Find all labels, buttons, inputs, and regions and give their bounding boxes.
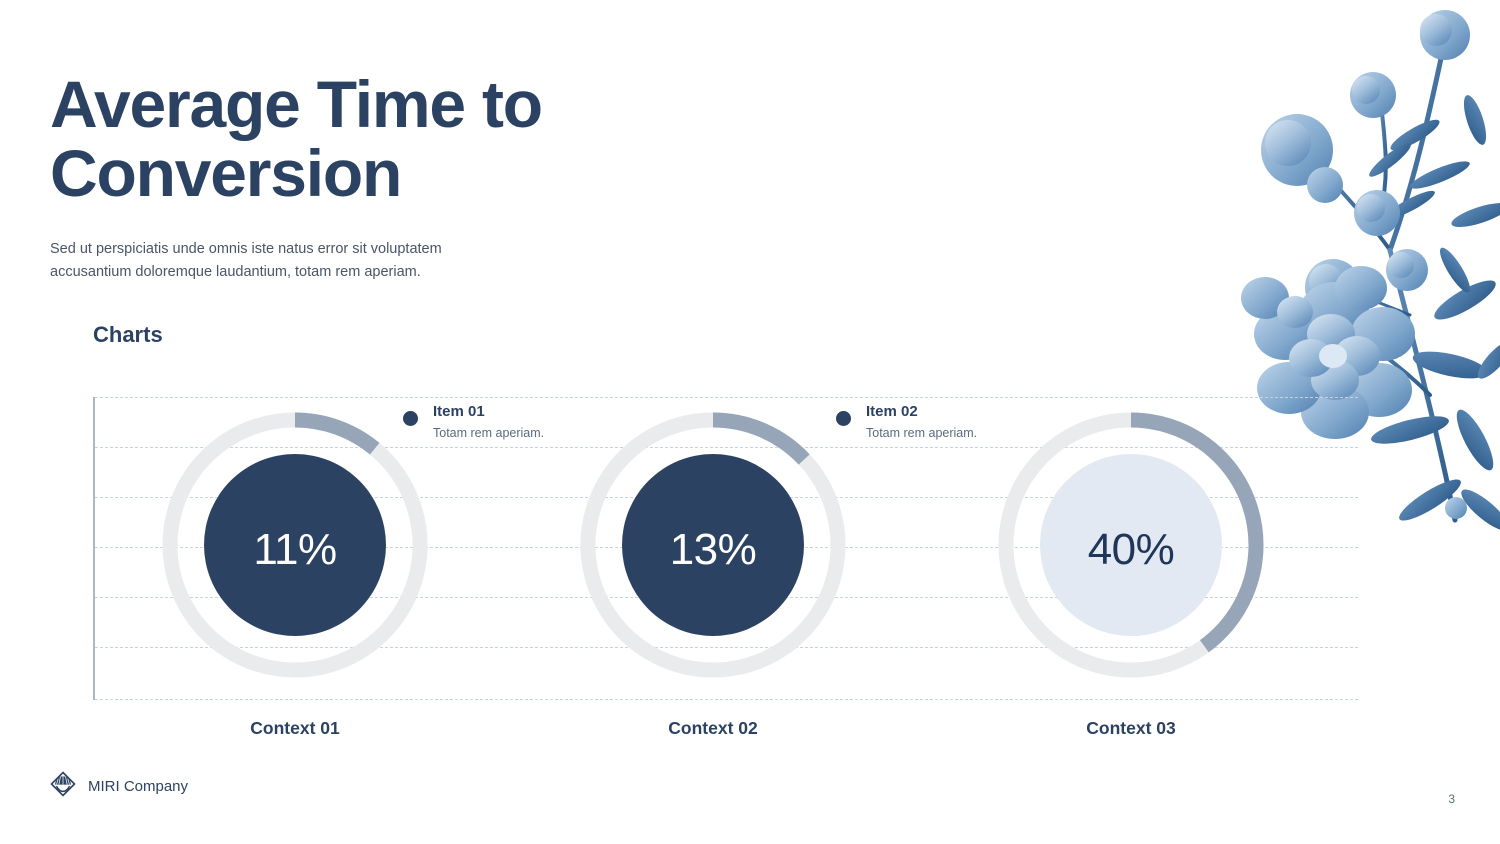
page-number: 3 <box>1448 792 1455 806</box>
donut-chart-group: 11% 13% 40% <box>93 395 1358 705</box>
page-title: Average Time to Conversion <box>50 67 543 210</box>
donut-value-02: 13% <box>669 525 757 574</box>
donut-value-01: 11% <box>253 525 337 574</box>
chart-gridline <box>95 699 1358 700</box>
legend-item-subtitle: Totam rem aperiam. <box>866 425 978 440</box>
legend-item-01[interactable]: Item 01 Totam rem aperiam. <box>403 402 653 441</box>
donut-value-03: 40% <box>1087 525 1175 574</box>
chart-gridline <box>95 397 1358 398</box>
donut-chart-context-03[interactable]: 40% <box>986 395 1276 705</box>
donut-ring-01 <box>150 400 440 690</box>
chart-gridline <box>95 447 1358 448</box>
footer-brand: MIRI Company <box>50 771 188 802</box>
brand-name: MIRI Company <box>88 778 189 795</box>
page-subtitle: Sed ut perspiciatis unde omnis iste natu… <box>50 241 442 281</box>
section-label: Charts <box>93 322 163 347</box>
shell-diamond-logo-icon <box>50 771 76 802</box>
donut-chart-context-01[interactable]: 11% <box>150 395 440 705</box>
legend-item-02[interactable]: Item 02 Totam rem aperiam. <box>836 402 1086 441</box>
chart-y-axis <box>93 397 95 700</box>
context-label-02: Context 02 <box>668 718 758 738</box>
donut-ring-03 <box>986 400 1276 690</box>
legend-item-title: Item 01 <box>433 403 485 420</box>
chart-gridline <box>95 647 1358 648</box>
legend-item-subtitle: Totam rem aperiam. <box>433 425 545 440</box>
context-label-03: Context 03 <box>1086 718 1176 738</box>
context-label-01: Context 01 <box>250 718 340 738</box>
legend-dot-icon <box>836 411 851 426</box>
legend-item-title: Item 02 <box>866 403 918 420</box>
donut-ring-02 <box>568 400 858 690</box>
donut-chart-context-02[interactable]: 13% <box>568 395 858 705</box>
legend-dot-icon <box>403 411 418 426</box>
